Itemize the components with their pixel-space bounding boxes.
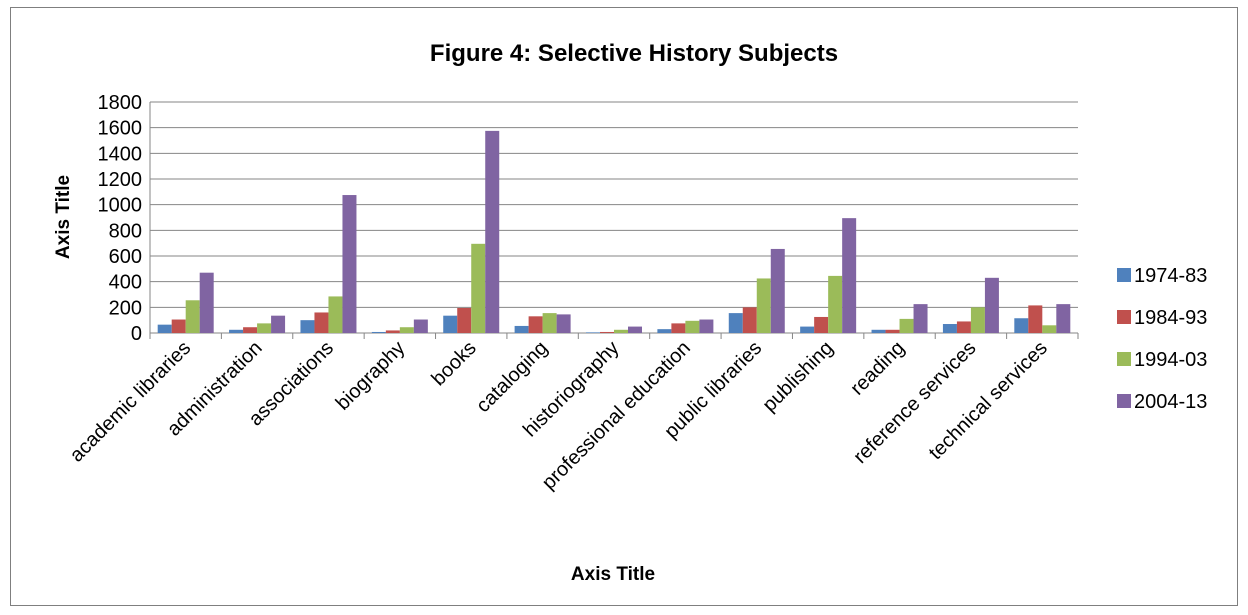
x-tick-label: publishing	[758, 337, 837, 416]
bar	[271, 315, 286, 333]
bar	[984, 277, 999, 333]
bar	[314, 312, 329, 333]
legend-label: 2004-13	[1134, 391, 1207, 413]
y-tick-label: 1200	[98, 169, 143, 191]
bar	[742, 307, 757, 333]
chart-title: Figure 4: Selective History Subjects	[430, 40, 838, 67]
bar	[157, 324, 172, 333]
bar	[657, 329, 672, 333]
bar	[699, 319, 714, 333]
bar	[300, 320, 315, 333]
bar	[1014, 318, 1029, 333]
legend: 1974-83 1984-93 1994-03 2004-13	[1117, 265, 1207, 413]
bar	[243, 327, 258, 333]
y-tick-label: 1000	[98, 195, 143, 217]
y-tick-label: 400	[109, 272, 142, 294]
bar	[671, 323, 686, 333]
bar	[471, 243, 486, 333]
bar	[171, 319, 186, 333]
bar	[514, 325, 529, 333]
bar	[728, 313, 743, 333]
y-tick-label: 0	[131, 323, 142, 345]
bar	[542, 313, 557, 333]
bar	[913, 304, 928, 333]
x-tick-label: biography	[332, 337, 410, 415]
bar	[342, 195, 357, 333]
bar	[399, 327, 414, 333]
bar	[413, 319, 428, 333]
bar	[942, 324, 957, 333]
bar	[371, 331, 386, 333]
y-tick-label: 1400	[98, 143, 143, 165]
y-tick-label: 800	[109, 220, 142, 242]
bar	[970, 307, 985, 333]
bar	[614, 329, 628, 333]
bar	[842, 218, 857, 333]
bar	[800, 326, 815, 333]
x-axis-ticks: academic librariesadministrationassociat…	[66, 337, 1052, 494]
bar	[528, 316, 543, 333]
bar	[556, 314, 571, 333]
y-tick-label: 200	[109, 297, 142, 319]
bar	[885, 329, 900, 333]
bar	[600, 331, 614, 333]
bar	[1056, 304, 1071, 333]
y-axis-title: Axis Title	[53, 175, 74, 259]
y-tick-label: 1600	[98, 118, 143, 140]
bar	[756, 278, 771, 333]
bar	[185, 300, 200, 333]
bar	[485, 130, 500, 333]
gridlines	[149, 101, 1079, 339]
bar	[328, 296, 343, 333]
x-tick-label: technical services	[925, 337, 1052, 464]
bar	[828, 275, 843, 333]
legend-label: 1994-03	[1134, 349, 1207, 371]
bar	[457, 307, 472, 333]
bar	[871, 329, 886, 333]
x-tick-label: reference services	[849, 337, 980, 468]
bar	[814, 316, 829, 333]
bar	[586, 332, 600, 333]
legend-swatch	[1117, 352, 1131, 366]
bar	[385, 330, 400, 333]
legend-swatch	[1117, 310, 1131, 324]
bar	[1028, 305, 1043, 333]
legend-swatch	[1117, 394, 1131, 408]
bar	[199, 272, 214, 333]
bar	[1042, 325, 1057, 333]
bar	[257, 323, 272, 333]
x-tick-label: books	[427, 337, 480, 390]
y-tick-label: 600	[109, 246, 142, 268]
bar	[685, 320, 700, 333]
bars	[157, 130, 1071, 333]
bar	[770, 248, 785, 333]
legend-label: 1974-83	[1134, 265, 1207, 287]
legend-label: 1984-93	[1134, 307, 1207, 329]
x-tick-label: reading	[846, 337, 909, 400]
legend-swatch	[1117, 268, 1131, 282]
bar	[229, 329, 244, 333]
bar	[443, 315, 458, 333]
bar	[899, 318, 914, 333]
y-tick-label: 1800	[98, 92, 143, 114]
x-tick-label: academic libraries	[66, 337, 196, 467]
x-axis-title: Axis Title	[571, 564, 655, 585]
y-axis-ticks: 0 200 400 600 800 1000 1200 1400 1600 1800	[98, 92, 143, 345]
bar	[956, 321, 971, 333]
bar	[628, 326, 642, 333]
